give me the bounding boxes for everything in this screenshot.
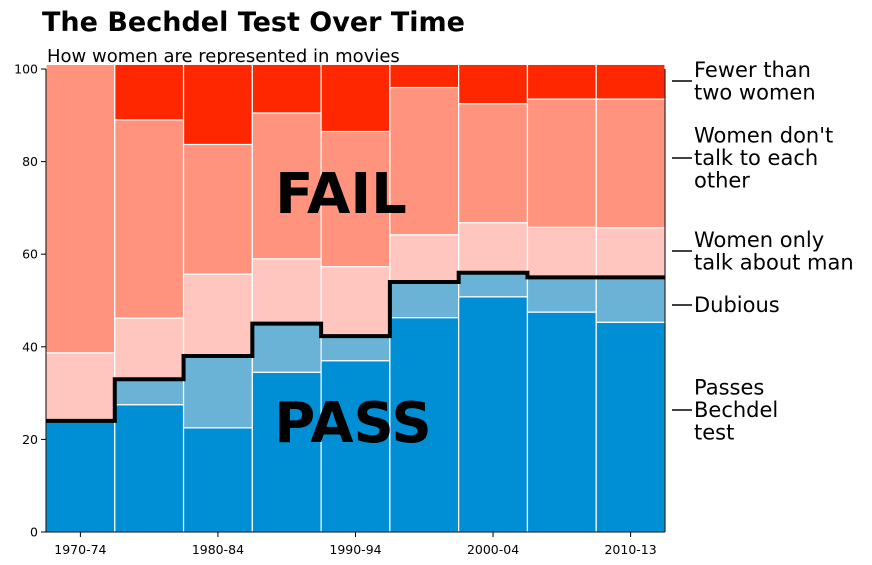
bar-segment-1-bin-1	[45, 420, 116, 533]
legend-label-line: Bechdel	[694, 398, 778, 422]
x-tick-label: 1970-74	[54, 542, 106, 557]
bar-segment-1-bin-3	[182, 427, 253, 533]
bar-segment-3-bin-6	[389, 234, 460, 283]
legend-label-series-5: Fewer than two women	[694, 58, 816, 105]
bar-segment-5-bin-9	[595, 63, 666, 100]
legend-label-line: Women don't	[694, 124, 833, 148]
legend-label-series-1: Passes Bechdel test	[694, 376, 778, 445]
bar-segment-2-bin-5	[320, 335, 391, 362]
bar-segment-1-bin-8	[526, 311, 597, 533]
bar-segment-3-bin-9	[595, 227, 666, 278]
legend-label-line: Women only	[694, 228, 824, 252]
bar-segment-3-bin-8	[526, 226, 597, 278]
bar-segment-4-bin-7	[458, 103, 529, 224]
x-tick-label: 1990-94	[329, 542, 381, 557]
legend-label-line: talk to each	[694, 146, 818, 170]
fail-annotation: FAIL	[275, 162, 407, 227]
bar-segment-5-bin-6	[389, 63, 460, 89]
x-tick-label: 2000-04	[467, 542, 519, 557]
legend-group: Fewer than two women Women don't talk to ea…	[672, 58, 854, 445]
pass-threshold-line	[46, 270, 665, 423]
bar-segment-2-bin-4	[251, 323, 322, 373]
y-tick-label: 0	[30, 525, 38, 540]
chart-title: The Bechdel Test Over Time	[42, 7, 465, 38]
legend-label-line: Dubious	[694, 293, 780, 317]
legend-label-series-4: Women don't talk to each other	[694, 124, 833, 193]
legend-label-line: Fewer than	[694, 58, 811, 82]
bar-segment-4-bin-8	[526, 98, 597, 228]
bar-segment-3-bin-5	[320, 266, 391, 337]
bars-group	[45, 63, 666, 533]
chart-subtitle: How women are represented in movies	[47, 46, 400, 67]
bar-segment-2-bin-6	[389, 281, 460, 319]
legend-label-line: two women	[694, 80, 816, 104]
bar-segment-2-bin-7	[458, 272, 529, 298]
bar-segment-4-bin-1	[45, 63, 116, 354]
bar-segment-3-bin-7	[458, 222, 529, 274]
y-tick-label: 60	[22, 247, 38, 262]
y-tick-label: 80	[22, 154, 38, 169]
bar-segment-5-bin-4	[251, 63, 322, 114]
bar-segment-5-bin-2	[114, 63, 185, 121]
legend-label-series-3: Women only talk about man	[694, 228, 854, 275]
bar-segment-4-bin-4	[251, 112, 322, 260]
bar-segment-4-bin-3	[182, 143, 253, 275]
bar-segment-5-bin-8	[526, 63, 597, 100]
bar-segment-2-bin-9	[595, 276, 666, 323]
bar-segment-4-bin-2	[114, 119, 185, 319]
bar-segment-1-bin-7	[458, 296, 529, 533]
legend-label-line: other	[694, 169, 750, 193]
bar-segment-3-bin-3	[182, 273, 253, 357]
bar-segment-5-bin-5	[320, 63, 391, 133]
x-tick-label: 1980-84	[192, 542, 244, 557]
bar-segment-2-bin-8	[526, 276, 597, 313]
axes-group: 0 20 40 60 80 100 1970-74 1980-84 1990-94 2000-04…	[14, 62, 666, 557]
y-tick-label: 40	[22, 339, 38, 354]
legend-label-line: test	[694, 421, 734, 445]
bar-segment-3-bin-1	[45, 352, 116, 422]
bar-segment-3-bin-2	[114, 317, 185, 380]
bar-segment-4-bin-6	[389, 86, 460, 236]
bar-segment-2-bin-3	[182, 355, 253, 429]
pass-threshold-group	[46, 270, 665, 423]
bar-segment-2-bin-2	[114, 378, 185, 406]
y-tick-label: 100	[14, 62, 38, 77]
bar-segment-1-bin-9	[595, 321, 666, 533]
x-tick-label: 2010-13	[604, 542, 656, 557]
bar-segment-5-bin-3	[182, 63, 253, 146]
legend-label-series-2: Dubious	[694, 293, 780, 317]
pass-annotation: PASS	[274, 391, 431, 456]
bar-segment-4-bin-9	[595, 98, 666, 229]
bar-segment-1-bin-2	[114, 404, 185, 533]
bar-segment-5-bin-7	[458, 63, 529, 105]
legend-label-line: Passes	[694, 376, 764, 400]
legend-label-line: talk about man	[694, 250, 854, 274]
bar-segment-3-bin-4	[251, 258, 322, 325]
y-tick-label: 20	[22, 432, 38, 447]
